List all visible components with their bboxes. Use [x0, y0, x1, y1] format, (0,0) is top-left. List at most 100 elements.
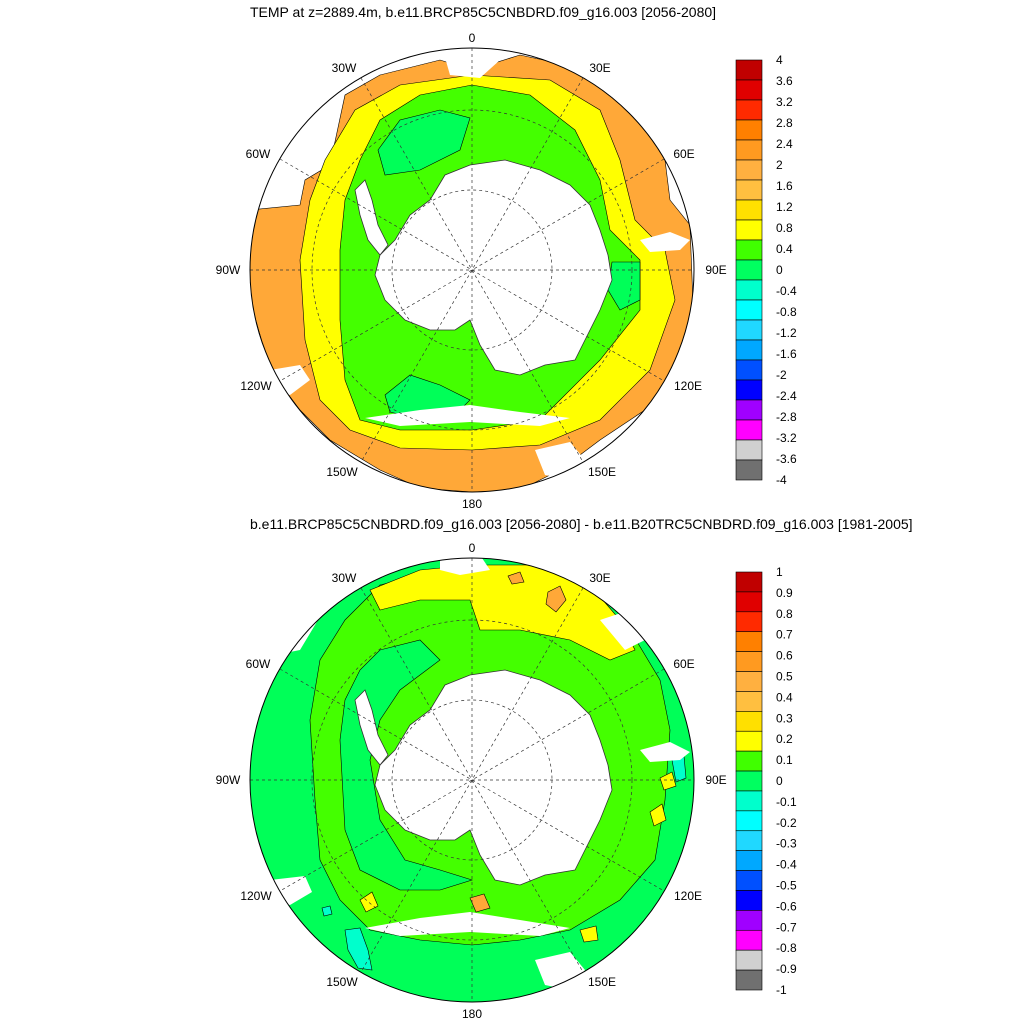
colorbar-swatch [735, 379, 763, 401]
colorbar-tick-label: -0.8 [776, 305, 797, 319]
colorbar-swatch [735, 259, 763, 281]
colorbar-swatch [735, 969, 763, 991]
panel-1-lon-labels: 0 30E 60E 90E 120E 150E 180 150W 120W 90… [216, 31, 727, 511]
colorbar-tick-label: 0.2 [776, 732, 793, 746]
lon-label-30e: 30E [589, 571, 610, 585]
panel-2-yellow-region [369, 564, 636, 661]
colorbar-swatch [735, 119, 763, 141]
panel-1-missing-data-6 [365, 405, 570, 426]
lon-label-30w: 30W [332, 61, 357, 75]
colorbar-swatch [735, 79, 763, 101]
colorbar-tick-label: 0 [776, 263, 783, 277]
lon-label-60e: 60E [673, 147, 694, 161]
colorbar-swatch [735, 691, 763, 712]
colorbar-tick-label: 0.8 [776, 221, 793, 235]
colorbar-swatch [735, 99, 763, 121]
colorbar-swatch [735, 850, 763, 871]
colorbar-swatch [735, 730, 763, 752]
colorbar-tick-label: -0.9 [776, 962, 797, 976]
lon-label-60w: 60W [246, 147, 271, 161]
colorbar-tick-label: -3.2 [776, 431, 797, 445]
panel-2-missing-data-4 [640, 742, 690, 762]
colorbar-tick-label: -1 [776, 983, 787, 997]
lon-label-90e: 90E [705, 263, 726, 277]
lon-label-120w: 120W [240, 379, 272, 393]
panel-2-map: 0 30E 60E 90E 120E 150E 180 150W 120W 90… [216, 541, 727, 1021]
colorbar-tick-label: 0.9 [776, 586, 793, 600]
lon-label-150e: 150E [588, 465, 616, 479]
lon-label-120e: 120E [674, 379, 702, 393]
colorbar-swatch [735, 870, 763, 891]
colorbar-tick-label: 3.2 [776, 95, 793, 109]
colorbar-swatch [735, 770, 763, 792]
panel-2-yellow-patch-1 [359, 891, 379, 913]
colorbar-tick-label: -0.6 [776, 899, 797, 913]
colorbar-swatch [735, 890, 763, 911]
lon-label-90w: 90W [216, 773, 241, 787]
lon-label-90e: 90E [705, 773, 726, 787]
colorbar-tick-label: -0.4 [776, 284, 797, 298]
panel-2-missing-data-2 [440, 558, 490, 575]
lon-label-60e: 60E [673, 657, 694, 671]
lon-label-90w: 90W [216, 263, 241, 277]
panel-2-orange-patch-3 [507, 571, 525, 585]
lon-label-30e: 30E [589, 61, 610, 75]
colorbar-tick-label: -0.7 [776, 920, 797, 934]
panel-2-cyan-patch-3 [321, 905, 333, 917]
colorbar-swatch [735, 611, 763, 633]
colorbar-swatch [735, 671, 763, 692]
panel-2-yellow-patch-3 [659, 771, 677, 791]
panel-2-bright-green-inner [339, 639, 474, 891]
colorbar-tick-label: 2.8 [776, 116, 793, 130]
colorbar-tick-label: 1.2 [776, 200, 793, 214]
colorbar-tick-label: 4 [776, 53, 783, 67]
lon-label-150w: 150W [326, 975, 358, 989]
colorbar-swatch [735, 319, 763, 341]
colorbar-swatch [735, 711, 763, 732]
colorbar-swatch [735, 571, 763, 593]
panel-1-antarctica [374, 159, 613, 376]
colorbar-tick-label: -2.8 [776, 410, 797, 424]
colorbar-swatch [735, 179, 763, 201]
colorbar-swatch [735, 830, 763, 851]
colorbar-swatch [735, 219, 763, 241]
panel-2-cyan-patch-1 [344, 927, 373, 971]
colorbar-tick-label: 0.3 [776, 711, 793, 725]
colorbar-tick-label: 1.6 [776, 179, 793, 193]
colorbar-tick-label: -4 [776, 473, 787, 487]
colorbar-tick-label: 0.4 [776, 690, 793, 704]
panel-1-map: 0 30E 60E 90E 120E 150E 180 150W 120W 90… [216, 31, 727, 511]
colorbar-tick-label: -0.3 [776, 837, 797, 851]
panel-2-yellow-patch-2 [649, 803, 667, 827]
colorbar-tick-label: 2 [776, 158, 783, 172]
colorbar-tick-label: 0.7 [776, 628, 793, 642]
colorbar-swatch [735, 750, 763, 772]
colorbar-tick-label: -0.5 [776, 879, 797, 893]
colorbar-swatch [735, 591, 763, 613]
colorbar-swatch [735, 279, 763, 301]
colorbar-tick-label: -0.1 [776, 795, 797, 809]
panel-1-title: TEMP at z=2889.4m, b.e11.BRCP85C5CNBDRD.… [250, 4, 717, 20]
colorbar-tick-label: 1 [776, 565, 783, 579]
lon-label-0: 0 [469, 31, 476, 45]
lon-label-0: 0 [469, 541, 476, 555]
colorbar-swatch [735, 399, 763, 421]
lon-label-180: 180 [462, 497, 482, 511]
lon-label-60w: 60W [246, 657, 271, 671]
panel-1-missing-data-2 [440, 48, 500, 78]
colorbar-swatch [735, 159, 763, 181]
panel-2-orange-patch-1 [545, 585, 567, 613]
colorbar-swatch [735, 910, 763, 931]
colorbar-tick-label: 0 [776, 774, 783, 788]
panel-2-graticule [250, 558, 694, 1002]
colorbar-swatch [735, 339, 763, 361]
colorbar-swatch [735, 651, 763, 672]
colorbar-swatch [735, 239, 763, 261]
colorbar-tick-label: -0.2 [776, 816, 797, 830]
colorbar-swatch [735, 139, 763, 161]
panel-1-colorbar: 4 3.6 3.2 2.8 2.4 2 1.6 1.2 0.8 0.4 0 -0.4 -0.8 -1.2 -… [735, 53, 797, 487]
lon-label-150e: 150E [588, 975, 616, 989]
colorbar-tick-label: -2 [776, 368, 787, 382]
colorbar-swatch [735, 790, 763, 812]
colorbar-swatch [735, 459, 763, 481]
